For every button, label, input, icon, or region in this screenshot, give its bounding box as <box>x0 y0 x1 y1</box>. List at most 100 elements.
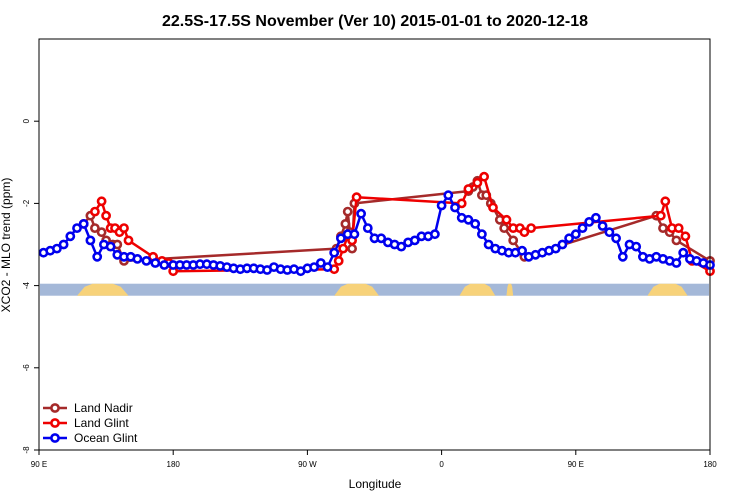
legend-label: Land Nadir <box>74 401 133 415</box>
land-ocean-mask <box>40 283 709 296</box>
data-point <box>660 196 671 207</box>
data-point <box>597 221 608 231</box>
data-point <box>470 218 481 229</box>
data-point <box>335 233 346 244</box>
data-point <box>557 239 568 250</box>
x-tick-label-2: 90 W <box>298 460 317 469</box>
data-point <box>409 235 420 246</box>
data-point <box>356 208 366 219</box>
land-segment-1 <box>334 283 379 296</box>
data-point <box>85 235 96 246</box>
data-point <box>347 243 357 254</box>
data-point <box>501 214 512 225</box>
x-tick-label-1: 180 <box>167 460 181 469</box>
data-point <box>517 245 527 256</box>
data-point <box>631 241 642 252</box>
data-point <box>476 229 487 240</box>
data-point <box>472 177 483 188</box>
data-point <box>678 247 689 258</box>
data-point <box>119 223 129 233</box>
land-segment-2 <box>459 283 496 296</box>
y-tick-label-3: -6 <box>22 364 31 372</box>
data-point <box>526 223 536 233</box>
legend-label: Ocean Glint <box>74 431 138 445</box>
data-point <box>655 210 666 221</box>
data-point <box>96 196 107 207</box>
y-tick-label-0: 0 <box>22 118 31 123</box>
data-point <box>329 247 340 258</box>
legend-marker <box>50 403 60 413</box>
data-point <box>673 223 684 233</box>
x-tick-label-4: 90 E <box>568 460 584 469</box>
land-segment-3 <box>506 283 514 296</box>
data-point <box>52 243 62 254</box>
data-point <box>671 258 682 268</box>
data-point <box>159 260 170 270</box>
legend-marker <box>50 433 60 443</box>
y-axis-label: XCO2 - MLO trend (ppm) <box>0 178 13 313</box>
data-point <box>611 233 621 244</box>
series-ocean-glint <box>38 190 715 277</box>
data-point <box>315 258 326 268</box>
data-point <box>322 262 333 272</box>
data-point <box>309 262 319 272</box>
data-point <box>90 206 100 217</box>
data-point <box>584 216 595 227</box>
land-segment-4 <box>647 283 688 296</box>
data-point <box>105 241 116 252</box>
data-point <box>499 223 510 233</box>
data-point <box>101 210 111 221</box>
data-point <box>436 200 447 211</box>
data-point <box>141 255 152 266</box>
data-point <box>456 198 467 209</box>
data-point <box>604 227 615 238</box>
data-point <box>671 235 682 246</box>
series-layer <box>38 171 715 277</box>
data-point <box>550 243 561 254</box>
data-point <box>479 171 489 182</box>
data-point <box>396 241 407 252</box>
y-tick-label-4: -8 <box>22 446 31 454</box>
data-point <box>78 218 89 229</box>
data-point <box>123 235 134 246</box>
plot-frame <box>38 38 711 451</box>
legend-label: Land Glint <box>74 416 129 430</box>
data-point <box>96 227 107 238</box>
chart-title: 22.5S-17.5S November (Ver 10) 2015-01-01… <box>162 13 588 30</box>
x-axis: 90 E 180 90 W 0 90 E 180 <box>31 450 717 469</box>
y-tick-label-1: -2 <box>22 199 31 207</box>
data-point <box>617 251 628 262</box>
data-point <box>362 223 373 233</box>
data-point <box>577 223 588 233</box>
legend-marker <box>50 418 60 428</box>
data-point <box>463 214 474 225</box>
data-point <box>349 229 360 240</box>
data-point <box>591 212 601 223</box>
data-point <box>443 190 454 201</box>
data-point <box>376 233 387 244</box>
x-tick-label-3: 0 <box>439 460 444 469</box>
data-point <box>65 231 76 242</box>
data-point <box>483 239 494 250</box>
data-point <box>564 233 574 244</box>
data-point <box>90 223 100 233</box>
data-point <box>429 229 440 240</box>
data-point <box>92 251 103 262</box>
data-point <box>342 206 353 217</box>
data-point <box>488 202 498 213</box>
data-point <box>72 223 82 233</box>
data-point <box>58 239 69 250</box>
land-segment-0 <box>77 283 129 296</box>
data-point <box>508 235 519 246</box>
data-point <box>333 255 344 266</box>
data-point <box>658 223 668 233</box>
y-axis: 0 -2 -4 -6 -8 <box>22 118 39 454</box>
x-axis-label: Longitude <box>349 477 402 491</box>
data-point <box>463 184 474 194</box>
data-point <box>519 227 530 238</box>
data-point <box>132 253 143 264</box>
data-point <box>450 202 460 213</box>
x-tick-label-5: 180 <box>703 460 717 469</box>
